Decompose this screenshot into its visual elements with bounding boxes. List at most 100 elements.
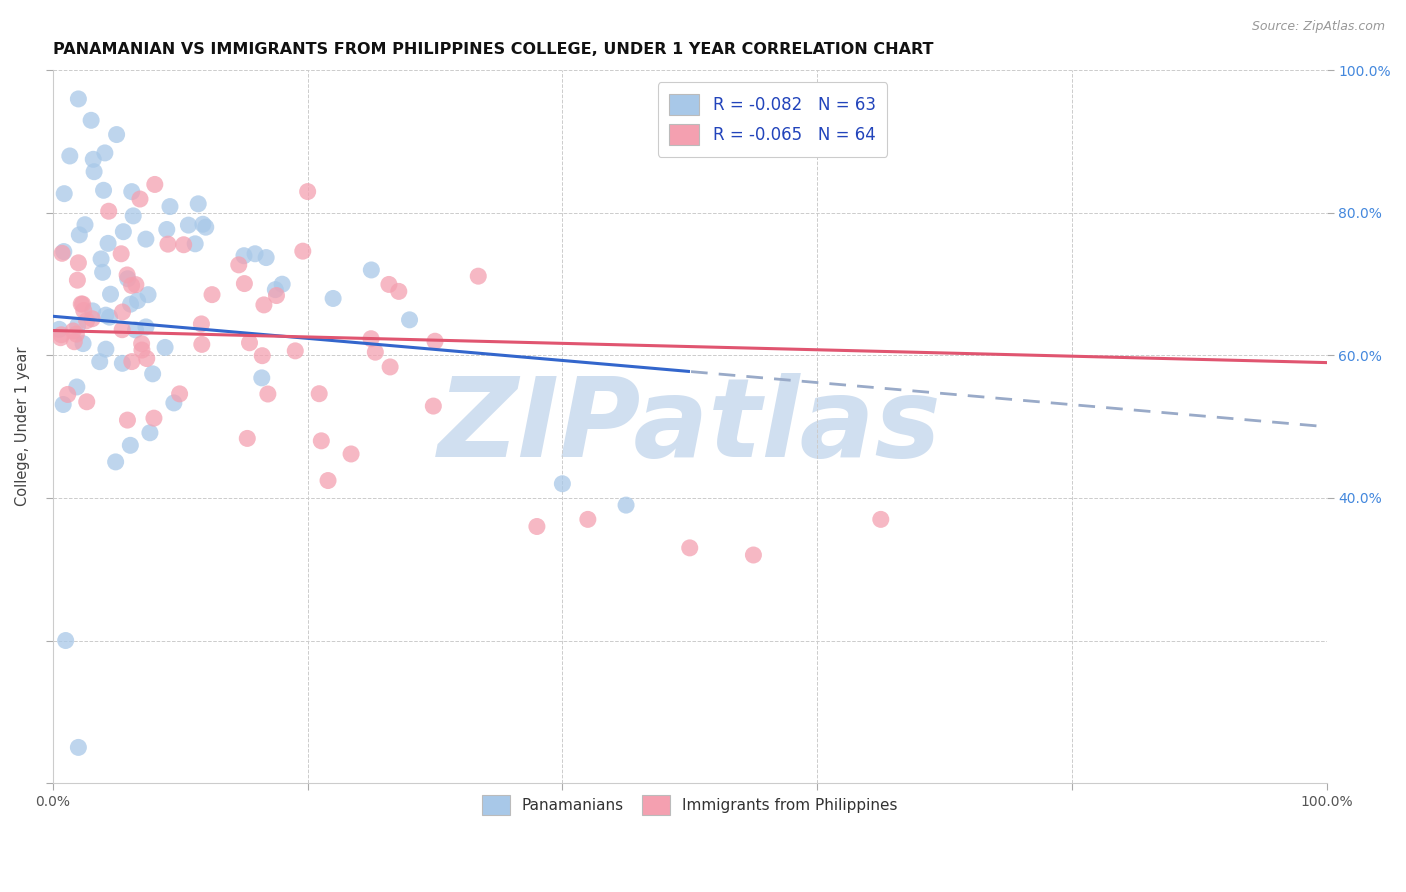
Point <box>340 447 363 461</box>
Point <box>51 327 73 342</box>
Point <box>308 386 330 401</box>
Point <box>90 252 112 266</box>
Point <box>551 476 574 491</box>
Point <box>76 394 98 409</box>
Point <box>311 434 333 448</box>
Point <box>191 217 214 231</box>
Point <box>111 323 134 337</box>
Point <box>55 633 77 648</box>
Point <box>233 277 256 291</box>
Text: PANAMANIAN VS IMMIGRANTS FROM PHILIPPINES COLLEGE, UNDER 1 YEAR CORRELATION CHAR: PANAMANIAN VS IMMIGRANTS FROM PHILIPPINE… <box>53 42 934 57</box>
Point <box>169 387 191 401</box>
Point <box>271 277 294 292</box>
Point <box>83 164 105 178</box>
Point <box>98 310 121 325</box>
Point <box>156 222 179 236</box>
Point <box>184 236 207 251</box>
Point <box>121 185 143 199</box>
Point <box>316 474 339 488</box>
Point <box>56 387 79 401</box>
Point <box>49 331 72 345</box>
Point <box>82 153 104 167</box>
Point <box>266 288 288 302</box>
Point <box>111 356 134 370</box>
Point <box>360 263 382 277</box>
Point <box>105 128 128 142</box>
Point <box>264 283 287 297</box>
Point <box>72 336 94 351</box>
Point <box>59 149 82 163</box>
Point <box>67 740 90 755</box>
Point <box>742 548 765 562</box>
Point <box>122 209 145 223</box>
Point <box>115 268 138 282</box>
Point <box>201 287 224 301</box>
Point <box>80 113 103 128</box>
Legend: Panamanians, Immigrants from Philippines: Panamanians, Immigrants from Philippines <box>471 784 908 825</box>
Point <box>121 354 143 368</box>
Point <box>388 285 411 299</box>
Point <box>156 237 179 252</box>
Point <box>120 438 142 452</box>
Point <box>243 246 266 260</box>
Point <box>53 186 76 201</box>
Point <box>236 432 259 446</box>
Point <box>257 387 280 401</box>
Point <box>190 317 212 331</box>
Point <box>91 265 114 279</box>
Point <box>100 287 122 301</box>
Point <box>250 371 273 385</box>
Point <box>97 204 120 219</box>
Point <box>233 249 256 263</box>
Point <box>187 197 209 211</box>
Text: Source: ZipAtlas.com: Source: ZipAtlas.com <box>1251 20 1385 33</box>
Point <box>679 541 702 555</box>
Point <box>159 200 181 214</box>
Point <box>526 519 548 533</box>
Point <box>117 413 139 427</box>
Point <box>254 251 277 265</box>
Point <box>104 455 127 469</box>
Point <box>131 336 153 351</box>
Point <box>576 512 599 526</box>
Point <box>194 220 217 235</box>
Point <box>153 341 176 355</box>
Point <box>48 322 70 336</box>
Point <box>142 411 165 425</box>
Point <box>322 292 344 306</box>
Point <box>121 278 143 293</box>
Point <box>70 297 93 311</box>
Point <box>124 323 146 337</box>
Point <box>173 237 195 252</box>
Point <box>72 297 94 311</box>
Text: ZIPatlas: ZIPatlas <box>437 373 942 480</box>
Point <box>66 318 89 333</box>
Point <box>110 247 132 261</box>
Point <box>63 334 86 349</box>
Point <box>112 225 135 239</box>
Point <box>135 232 157 246</box>
Point <box>82 304 104 318</box>
Point <box>76 314 98 328</box>
Point <box>120 297 142 311</box>
Point <box>73 303 96 318</box>
Point <box>163 396 186 410</box>
Point <box>398 313 420 327</box>
Point <box>142 367 165 381</box>
Y-axis label: College, Under 1 year: College, Under 1 year <box>15 347 30 507</box>
Point <box>228 258 250 272</box>
Point <box>191 337 214 351</box>
Point <box>360 332 382 346</box>
Point <box>291 244 314 259</box>
Point <box>127 293 149 308</box>
Point <box>94 342 117 356</box>
Point <box>136 287 159 301</box>
Point <box>378 277 401 292</box>
Point <box>67 227 90 242</box>
Point <box>252 349 274 363</box>
Point <box>422 399 444 413</box>
Point <box>297 185 319 199</box>
Point <box>135 320 157 334</box>
Point <box>52 397 75 411</box>
Point <box>143 178 166 192</box>
